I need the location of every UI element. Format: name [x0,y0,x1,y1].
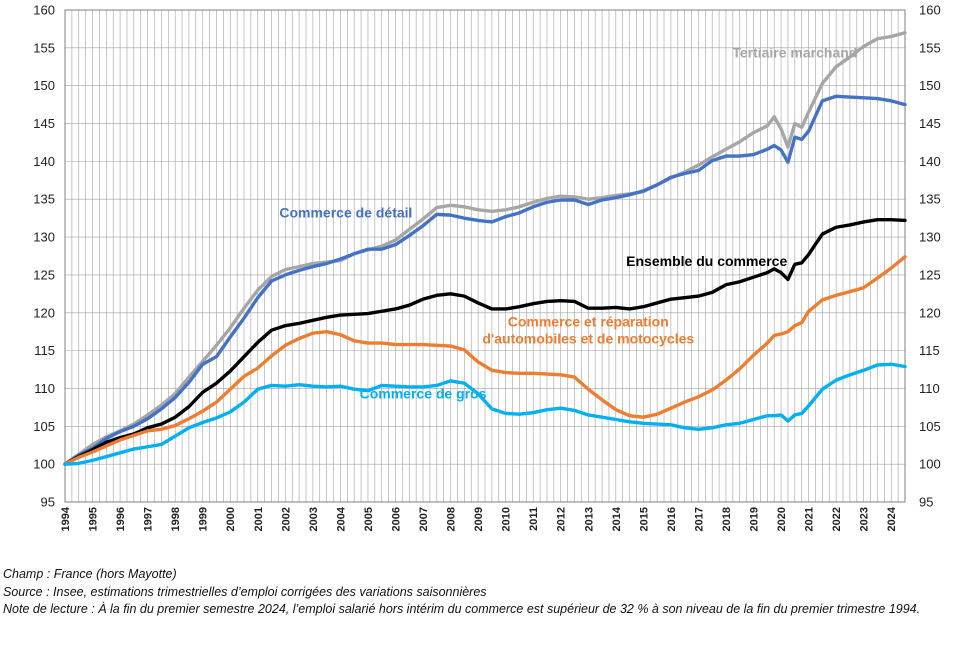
x-axis: 1994 1995 1996 1997 1998 1999 2000 2001 2002 2003… [60,506,898,531]
y-tick-label-right: 140 [919,154,941,169]
x-tick-label: 2013 [583,507,595,531]
x-tick-label: 2020 [776,507,788,531]
x-tick-label: 1999 [198,507,210,531]
series-label: Commerce de détail [279,204,412,220]
x-tick-label: 2002 [280,507,292,531]
x-tick-label: 1995 [88,507,100,531]
x-tick-label: 2018 [721,507,733,531]
x-tick-label: 2011 [528,507,540,531]
x-tick-label: 2019 [749,507,761,531]
x-tick-label: 2007 [418,507,430,531]
note-lecture: Note de lecture : À la fin du premier se… [3,602,921,616]
y-tick-label-right: 115 [919,343,940,358]
x-tick-label: 2003 [308,507,320,531]
series-label: Commerce de gros [360,385,487,401]
y-tick-label-left: 135 [33,192,55,207]
series-lines [63,31,907,466]
series-line [63,94,907,466]
y-tick-label-right: 160 [919,3,941,18]
y-tick-label-right: 135 [919,192,941,207]
series-label: Ensemble du commerce [626,253,787,269]
x-tick-label: 2022 [831,507,843,531]
x-tick-label: 2010 [501,507,513,531]
series-line [63,255,907,466]
x-tick-label: 2008 [446,507,458,531]
x-tick-label: 2006 [390,507,402,531]
y-tick-label-left: 105 [33,419,55,434]
series-labels: Tertiaire marchand Commerce de détail Ense… [279,45,857,402]
y-axis-left: 95 100 105 110 115 120 125 130 135 140 145 150 155 16… [33,3,55,510]
x-tick-label: 2023 [859,507,871,531]
series-line [63,31,907,466]
y-tick-label-left: 120 [33,305,55,320]
x-tick-label: 2021 [804,507,816,531]
x-tick-label: 1996 [115,507,127,531]
x-tick-label: 2017 [693,507,705,531]
x-tick-label: 2014 [611,506,623,531]
y-axis-right: 95 100 105 110 115 120 125 130 135 140 145 150 155 16… [919,3,941,510]
x-tick-label: 1998 [170,507,182,531]
series-label: Tertiaire marchand [732,45,857,61]
y-tick-label-right: 125 [919,267,941,282]
y-tick-label-left: 95 [41,495,55,510]
y-tick-label-right: 110 [919,381,940,396]
x-tick-label: 2009 [473,507,485,531]
line-chart: 95 100 105 110 115 120 125 130 135 140 145 150 155 16… [33,3,941,532]
x-tick-label: 2004 [335,506,347,531]
note-source: Source : Insee, estimations trimestriell… [3,584,487,599]
x-tick-label: 1997 [143,507,155,531]
x-tick-label: 2012 [556,507,568,531]
y-tick-label-right: 150 [919,78,941,93]
x-tick-label: 2001 [253,507,265,531]
note-champ: Champ : France (hors Mayotte) [3,567,177,581]
y-tick-label-left: 100 [33,457,55,472]
y-tick-label-left: 155 [33,40,55,55]
x-tick-label: 2024 [886,506,898,531]
chart-notes: Champ : France (hors Mayotte) Source : I… [3,566,958,619]
x-tick-label: 2005 [363,507,375,531]
y-tick-label-right: 155 [919,40,941,55]
y-tick-label-right: 100 [919,457,941,472]
y-tick-label-left: 110 [34,381,55,396]
y-tick-label-left: 125 [33,267,55,282]
y-tick-label-right: 145 [919,116,941,131]
series-line [63,362,907,466]
x-tick-label: 2016 [666,507,678,531]
y-tick-label-left: 160 [33,3,55,18]
y-tick-label-right: 130 [919,230,941,245]
x-tick-label: 2000 [225,507,237,531]
x-tick-label: 1994 [60,506,72,531]
y-tick-label-right: 105 [919,419,941,434]
y-tick-label-left: 130 [33,230,55,245]
y-tick-label-left: 145 [33,116,55,131]
y-tick-label-right: 120 [919,305,941,320]
x-tick-label: 2015 [638,507,650,531]
series-line [63,217,907,466]
y-tick-label-left: 115 [34,343,55,358]
y-tick-label-left: 140 [33,154,55,169]
series-label: Commerce et réparation d'automobiles et d… [482,313,694,346]
y-tick-label-right: 95 [919,495,933,510]
y-tick-label-left: 150 [33,78,55,93]
